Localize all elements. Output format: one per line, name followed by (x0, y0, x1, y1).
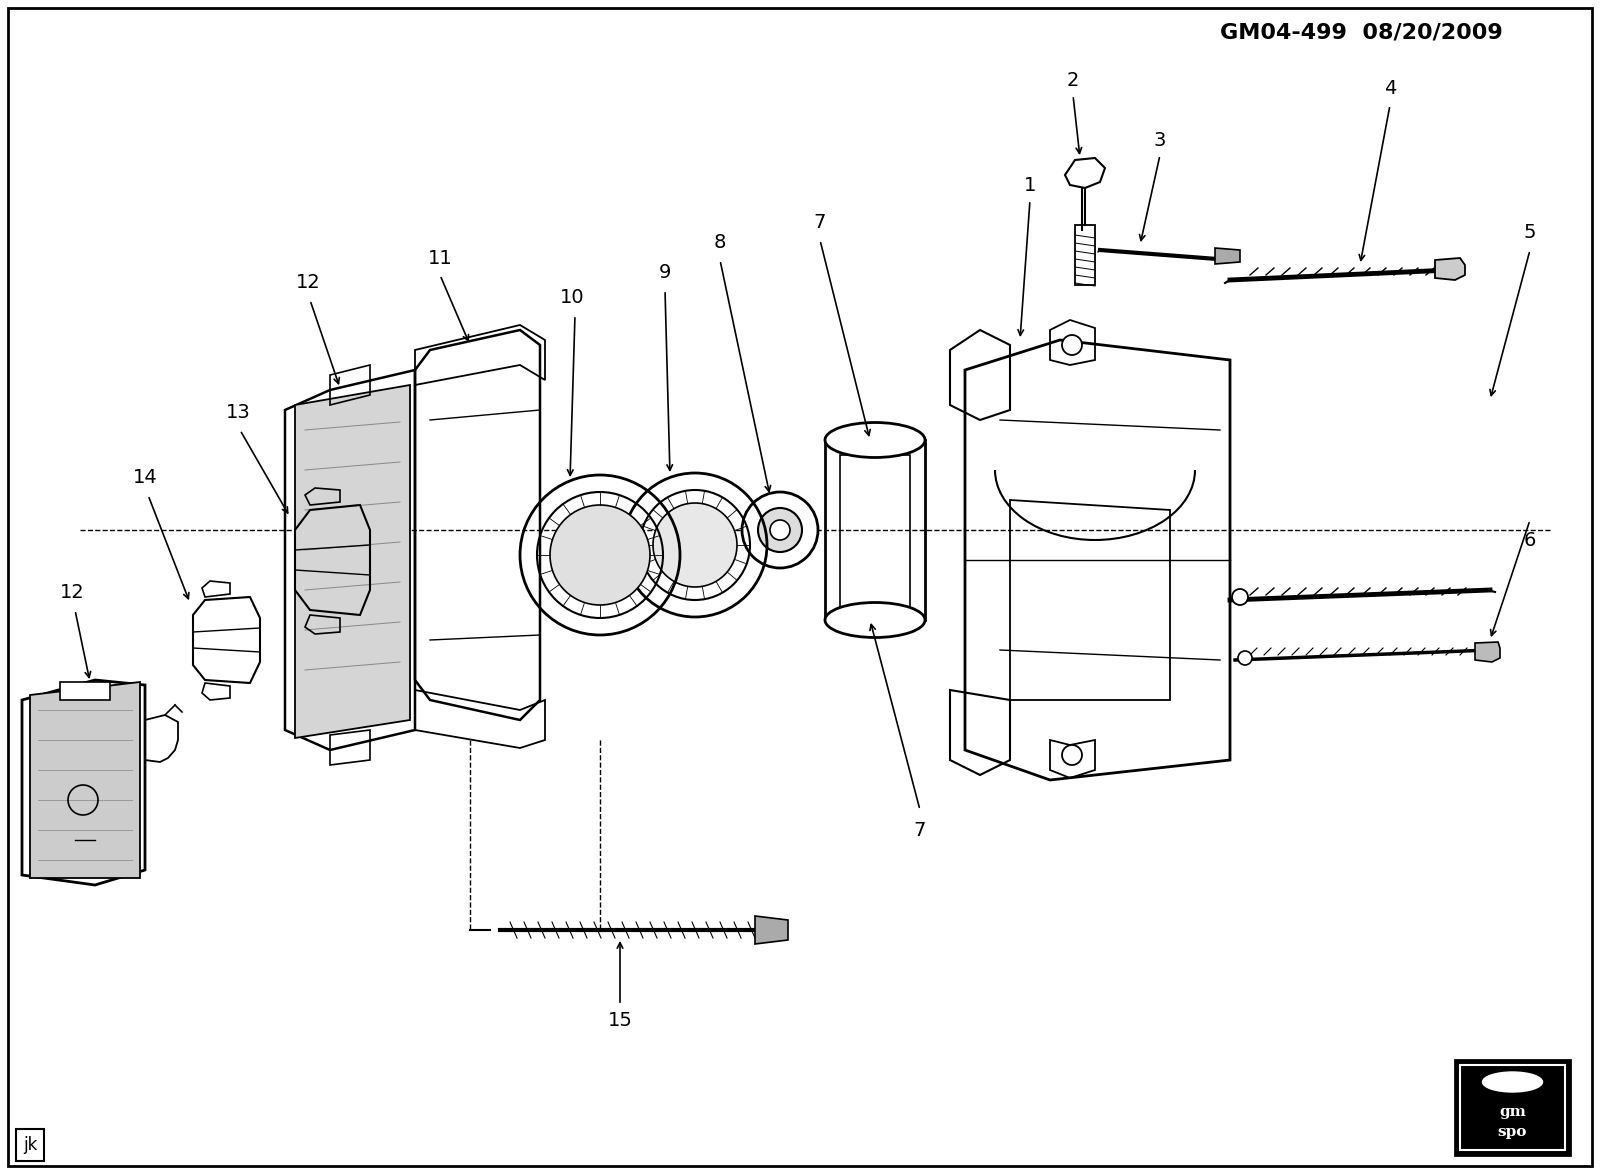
Circle shape (742, 492, 818, 568)
Text: 11: 11 (427, 249, 453, 268)
Circle shape (550, 505, 650, 605)
Text: 14: 14 (133, 467, 157, 486)
Circle shape (1062, 745, 1082, 765)
Circle shape (653, 502, 738, 587)
Text: 1: 1 (1024, 175, 1037, 195)
Text: GM04-499  08/20/2009: GM04-499 08/20/2009 (1221, 22, 1502, 42)
Polygon shape (61, 682, 110, 700)
Text: 7: 7 (814, 212, 826, 231)
Polygon shape (755, 916, 789, 944)
Text: gm: gm (1499, 1105, 1526, 1119)
Text: 10: 10 (560, 288, 584, 306)
Circle shape (758, 508, 802, 552)
Circle shape (1238, 652, 1251, 664)
Text: 2: 2 (1067, 70, 1078, 89)
Ellipse shape (826, 423, 925, 458)
Polygon shape (294, 385, 410, 738)
Circle shape (1232, 589, 1248, 605)
Text: spo: spo (1498, 1125, 1526, 1139)
Text: 6: 6 (1523, 531, 1536, 549)
Text: 3: 3 (1154, 130, 1166, 149)
Text: 13: 13 (226, 403, 250, 421)
Text: 7: 7 (914, 821, 926, 839)
Polygon shape (1435, 258, 1466, 281)
Polygon shape (30, 682, 141, 878)
Text: 12: 12 (296, 272, 320, 291)
Polygon shape (1475, 642, 1501, 662)
Text: 4: 4 (1384, 79, 1397, 97)
Text: 12: 12 (59, 582, 85, 601)
Text: 15: 15 (608, 1011, 632, 1030)
Text: 8: 8 (714, 232, 726, 251)
Polygon shape (1454, 1060, 1570, 1155)
Ellipse shape (1483, 1072, 1542, 1092)
Circle shape (1062, 335, 1082, 355)
Text: 9: 9 (659, 263, 670, 282)
Polygon shape (1214, 248, 1240, 264)
Text: jk: jk (22, 1136, 37, 1154)
Ellipse shape (826, 602, 925, 637)
Text: 5: 5 (1523, 223, 1536, 242)
Circle shape (770, 520, 790, 540)
